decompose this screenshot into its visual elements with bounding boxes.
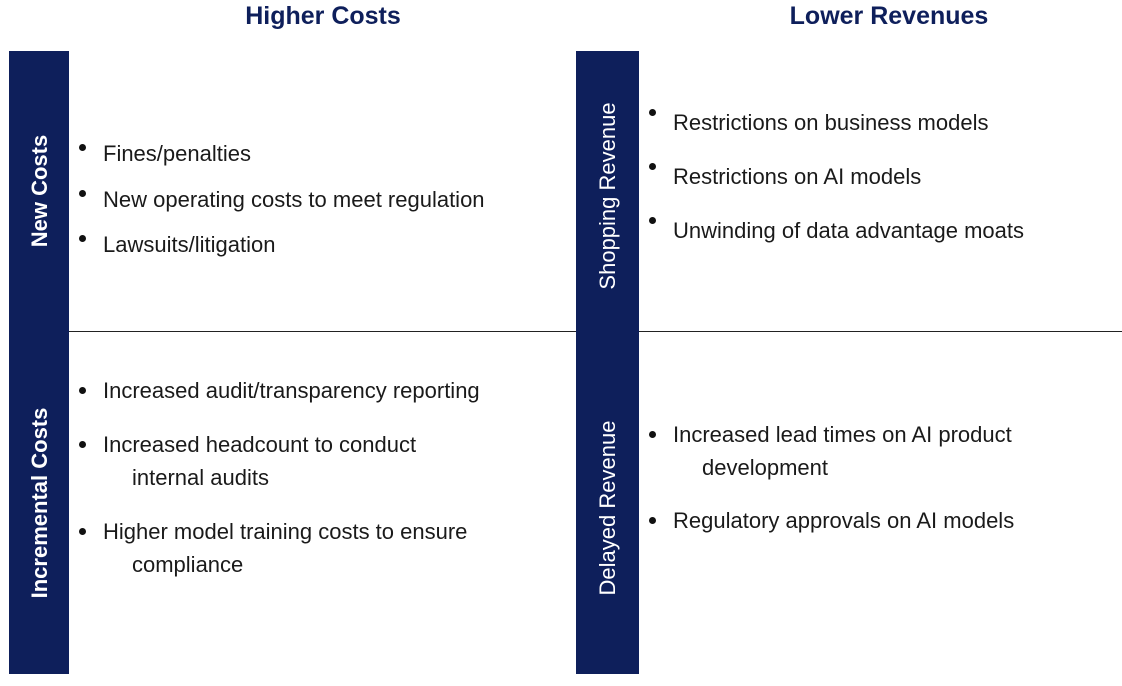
quadrant-incremental-costs: Increased audit/transparency reporting I…: [79, 374, 480, 581]
label-incremental-costs: Incremental Costs: [27, 407, 52, 599]
list-item-continuation: development: [702, 455, 828, 480]
list-item: Unwinding of data advantage moats: [649, 204, 1024, 258]
list-item-text: Increased headcount to conduct: [103, 432, 417, 457]
list-item-continuation: compliance: [132, 552, 244, 577]
list-item: Fines/penalties: [79, 131, 485, 177]
list-item: Restrictions on business models: [649, 96, 1024, 150]
divider-left: [69, 331, 576, 332]
quadrant-new-costs: Fines/penalties New operating costs to m…: [79, 131, 485, 268]
list-item-text: Increased audit/transparency reporting: [103, 378, 480, 403]
quadrant-shopping-revenue: Restrictions on business models Restrict…: [649, 96, 1024, 258]
list-item: New operating costs to meet regulation: [79, 177, 485, 223]
right-category-bar: [576, 51, 639, 674]
list-item-text: Higher model training costs to ensure: [103, 519, 468, 544]
list-item: Lawsuits/litigation: [79, 222, 485, 268]
list-item-continuation: internal audits: [132, 465, 269, 490]
header-lower-revenues: Lower Revenues: [789, 2, 989, 30]
label-new-costs: New Costs: [27, 134, 52, 248]
header-higher-costs: Higher Costs: [245, 2, 401, 30]
label-delayed-revenue: Delayed Revenue: [595, 420, 620, 596]
left-category-bar: [9, 51, 69, 674]
list-item: Increased headcount to conduct internal …: [79, 428, 480, 494]
list-item: Regulatory approvals on AI models: [649, 504, 1014, 537]
list-item-text: Increased lead times on AI product: [673, 422, 1012, 447]
label-shopping-revenue: Shopping Revenue: [595, 102, 620, 290]
list-item-text: Regulatory approvals on AI models: [673, 508, 1015, 533]
list-item: Higher model training costs to ensure co…: [79, 515, 480, 581]
divider-right: [639, 331, 1122, 332]
list-item: Restrictions on AI models: [649, 150, 1024, 204]
list-item: Increased audit/transparency reporting: [79, 374, 480, 407]
list-item: Increased lead times on AI product devel…: [649, 418, 1014, 484]
quadrant-delayed-revenue: Increased lead times on AI product devel…: [649, 418, 1014, 537]
